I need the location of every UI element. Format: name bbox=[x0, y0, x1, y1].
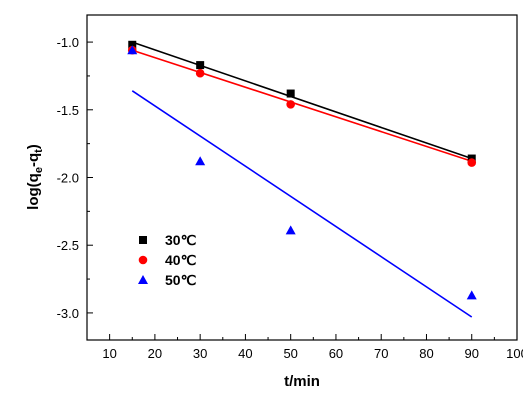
y-tick-label: -1.0 bbox=[57, 35, 79, 50]
y-tick-label: -3.0 bbox=[57, 306, 79, 321]
x-tick-label: 60 bbox=[329, 346, 343, 361]
legend-label: 30℃ bbox=[165, 232, 197, 248]
x-tick-label: 10 bbox=[102, 346, 116, 361]
data-point bbox=[286, 89, 295, 98]
data-point bbox=[196, 61, 205, 70]
y-axis-ticks: -3.0 -2.5 -2.0 -1.5 -1.0 bbox=[57, 35, 93, 321]
fit-lines bbox=[131, 41, 473, 318]
x-axis-title: t/min bbox=[284, 373, 320, 390]
y-axis-title: log(qe-qt) bbox=[25, 144, 45, 210]
data-point bbox=[286, 100, 295, 109]
legend-marker bbox=[139, 236, 147, 244]
y-tick-label: -2.5 bbox=[57, 238, 79, 253]
fit-line bbox=[131, 90, 473, 318]
legend-marker bbox=[138, 255, 148, 265]
legend-label: 50℃ bbox=[165, 272, 197, 288]
data-point bbox=[195, 68, 205, 78]
x-tick-label: 30 bbox=[193, 346, 207, 361]
x-tick-label: 80 bbox=[419, 346, 433, 361]
x-tick-label: 20 bbox=[148, 346, 162, 361]
legend-marker bbox=[138, 275, 148, 284]
data-point bbox=[127, 45, 138, 55]
legend: 30℃ 40℃ 50℃ bbox=[138, 232, 197, 288]
x-tick-label: 70 bbox=[374, 346, 388, 361]
data-point bbox=[466, 290, 477, 300]
legend-label: 40℃ bbox=[165, 252, 197, 268]
x-tick-label: 100 bbox=[506, 346, 523, 361]
data-point bbox=[285, 225, 296, 235]
data-point bbox=[467, 158, 477, 167]
x-axis-ticks: 10 20 30 40 50 60 70 80 90 100 bbox=[102, 334, 523, 361]
fit-line bbox=[132, 49, 472, 163]
fit-line bbox=[132, 41, 472, 160]
data-point bbox=[128, 40, 137, 49]
plot-frame bbox=[86, 14, 518, 341]
x-tick-label: 50 bbox=[283, 346, 297, 361]
y-tick-label: -2.0 bbox=[57, 171, 79, 186]
y-tick-label: -1.5 bbox=[57, 103, 79, 118]
data-markers bbox=[127, 40, 477, 300]
x-tick-label: 90 bbox=[465, 346, 479, 361]
data-point bbox=[195, 156, 206, 166]
x-tick-label: 40 bbox=[238, 346, 252, 361]
